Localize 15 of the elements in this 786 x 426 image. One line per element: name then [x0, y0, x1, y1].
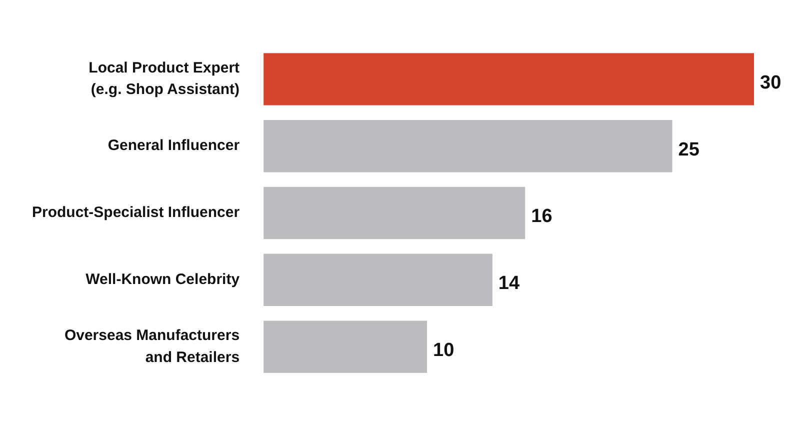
- bar: [264, 320, 428, 373]
- y-tick-label: Well-Known Celebrity: [86, 271, 240, 288]
- data-label: 14: [498, 273, 520, 294]
- y-tick-label: Overseas Manufacturers and Retailers: [64, 327, 240, 366]
- data-label: 30: [760, 72, 782, 94]
- data-label: 25: [678, 139, 700, 160]
- y-tick-label: Local Product Expert (e.g. Shop Assistant): [88, 59, 240, 98]
- y-tick-label: General Influencer: [108, 137, 240, 154]
- bar: [264, 53, 754, 106]
- data-label: 16: [531, 206, 552, 228]
- data-label: 10: [433, 340, 454, 362]
- bar: [264, 254, 492, 306]
- bar: [264, 120, 672, 172]
- y-tick-label: Product-Specialist Influencer: [32, 204, 240, 222]
- bar: [264, 186, 526, 240]
